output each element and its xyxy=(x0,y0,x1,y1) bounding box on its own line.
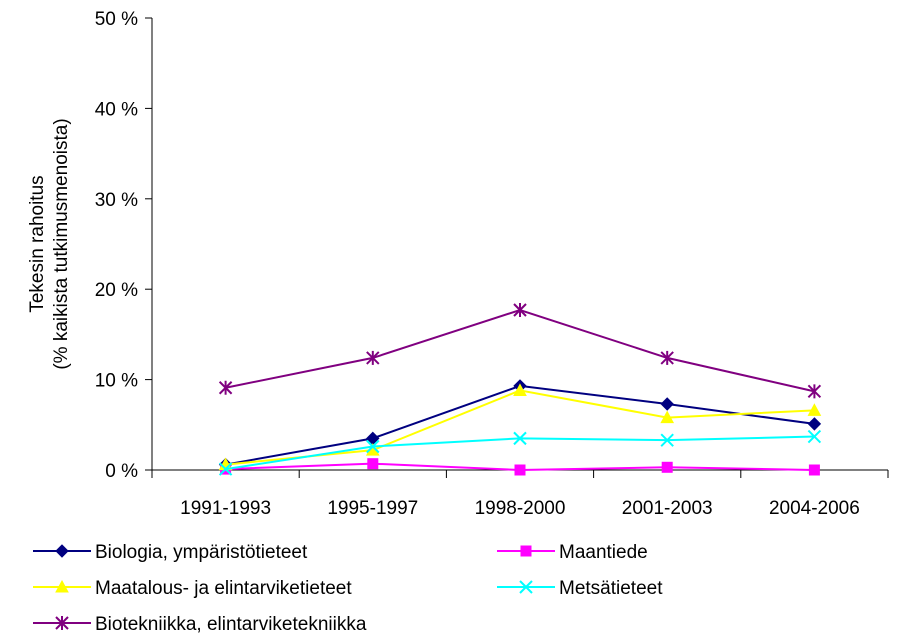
square-marker xyxy=(515,465,525,475)
legend-label: Biotekniikka, elintarviketekniikka xyxy=(95,614,367,635)
series-line xyxy=(226,390,815,464)
y-axis-title-line-1: Tekesin rahoitus xyxy=(27,175,48,312)
x-tick-label: 1998-2000 xyxy=(475,498,566,519)
legend-item: Metsätieteet xyxy=(497,578,663,599)
legend-label: Maatalous- ja elintarviketieteet xyxy=(95,578,352,599)
series-2 xyxy=(221,459,820,475)
square-marker xyxy=(662,462,672,472)
legend-label: Biologia, ympäristötieteet xyxy=(95,542,308,563)
x-tick-label: 2001-2003 xyxy=(622,498,713,519)
data-point-marker xyxy=(662,462,672,472)
square-marker xyxy=(521,546,531,556)
data-point-marker xyxy=(515,465,525,475)
legend-label: Maantiede xyxy=(559,542,648,563)
y-tick-label: 40 % xyxy=(95,99,138,120)
square-marker xyxy=(368,459,378,469)
y-axis-title-line-2: (% kaikista tutkimusmenoista) xyxy=(51,118,72,369)
legend-item: Biologia, ympäristötieteet xyxy=(33,542,308,563)
data-point-marker xyxy=(809,465,819,475)
x-tick-label: 1995-1997 xyxy=(327,498,418,519)
x-tick-label: 1991-1993 xyxy=(180,498,271,519)
y-tick-label: 10 % xyxy=(95,371,138,392)
diamond-marker xyxy=(661,398,673,410)
data-point-marker xyxy=(661,398,673,410)
series-group xyxy=(220,303,821,475)
data-point-marker xyxy=(514,303,526,317)
legend: Biologia, ympäristötieteet Maantiede Maata… xyxy=(33,542,663,635)
data-point-marker xyxy=(368,459,378,469)
diamond-marker xyxy=(56,545,68,557)
series-line xyxy=(226,310,815,391)
y-axis-title: Tekesin rahoitus (% kaikista tutkimusmen… xyxy=(27,118,72,369)
series-line xyxy=(226,386,815,465)
diamond-marker xyxy=(808,418,820,430)
legend-item: Maatalous- ja elintarviketieteet xyxy=(33,578,352,599)
y-tick-label: 30 % xyxy=(95,190,138,211)
legend-label: Metsätieteet xyxy=(559,578,663,599)
x-tick-label: 2004-2006 xyxy=(769,498,860,519)
data-point-marker xyxy=(56,545,68,557)
series-line xyxy=(226,437,815,470)
legend-item: Biotekniikka, elintarviketekniikka xyxy=(33,614,367,635)
y-tick-label: 50 % xyxy=(95,9,138,30)
y-tick-label: 0 % xyxy=(105,461,138,482)
data-point-marker xyxy=(521,546,531,556)
data-point-marker xyxy=(808,418,820,430)
axes: 0 % 10 % 20 % 30 % 40 % 50 % 1991-1993 1995-199… xyxy=(95,9,888,519)
square-marker xyxy=(809,465,819,475)
legend-item: Maantiede xyxy=(497,542,648,563)
y-tick-label: 20 % xyxy=(95,280,138,301)
